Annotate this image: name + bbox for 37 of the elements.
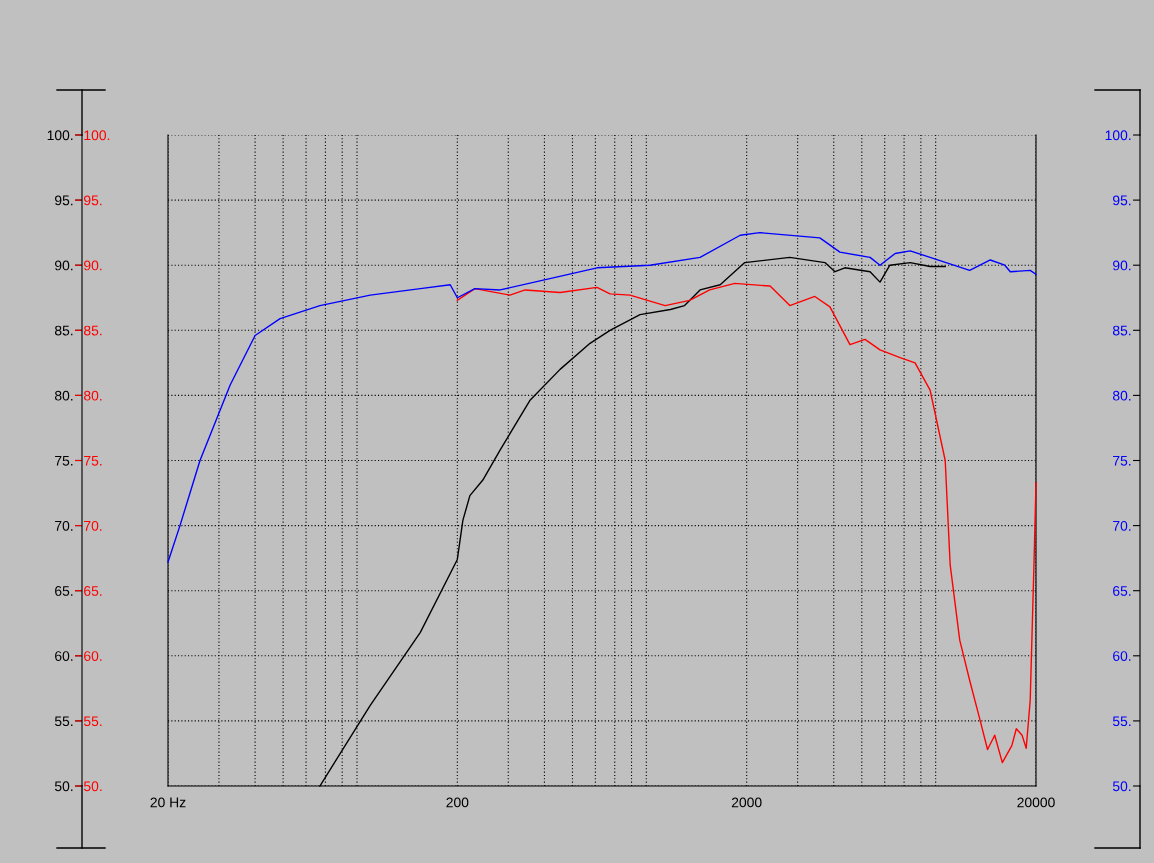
y2-tick-label: 55. [1112, 716, 1131, 727]
y3-tick-label: 50. [54, 781, 73, 792]
y2-tick-label: 85. [1112, 325, 1131, 336]
y2-tick-label: 75. [1113, 455, 1131, 466]
y3-tick-label: 65. [55, 586, 73, 596]
y3-tick-label: 60. [55, 651, 73, 661]
y2-tick-label: 90. [1113, 260, 1131, 271]
y3-tick-label: 95. [55, 195, 73, 206]
y3-tick-label: 55. [54, 716, 73, 727]
x-tick-label: 200 [446, 797, 469, 808]
y-tick-label: 60. [84, 651, 102, 661]
y2-tick-label: 50. [1112, 781, 1131, 792]
y2-tick-label: 70. [1113, 520, 1131, 531]
y3-tick-label: 75. [55, 455, 73, 466]
y-tick-label: 100. [84, 130, 110, 141]
y3-tick-label: 70. [55, 520, 73, 531]
y-tick-label: 95. [84, 195, 102, 206]
y3-tick-label: 100. [47, 130, 73, 141]
y2-tick-label: 60. [1113, 651, 1131, 661]
y-tick-label: 50. [83, 781, 102, 792]
x-tick-label: 20 Hz [150, 797, 186, 808]
y2-tick-label: 95. [1113, 195, 1131, 206]
y3-tick-label: 90. [55, 260, 73, 271]
y-tick-label: 75. [84, 455, 102, 466]
y-tick-label: 70. [84, 520, 102, 531]
y2-tick-label: 80. [1112, 390, 1131, 401]
y-tick-label: 55. [83, 716, 102, 727]
x-tick-label: 20000 [1017, 797, 1055, 808]
x-tick-label: 2000 [731, 797, 762, 808]
y3-tick-label: 80. [54, 390, 73, 401]
y-tick-label: 80. [83, 390, 102, 401]
y2-tick-label: 100. [1105, 130, 1131, 141]
y2-tick-label: 65. [1113, 586, 1131, 596]
y-tick-label: 90. [84, 260, 102, 271]
y-tick-label: 85. [83, 325, 102, 336]
y3-tick-label: 85. [54, 325, 73, 336]
y-tick-label: 65. [84, 586, 102, 596]
